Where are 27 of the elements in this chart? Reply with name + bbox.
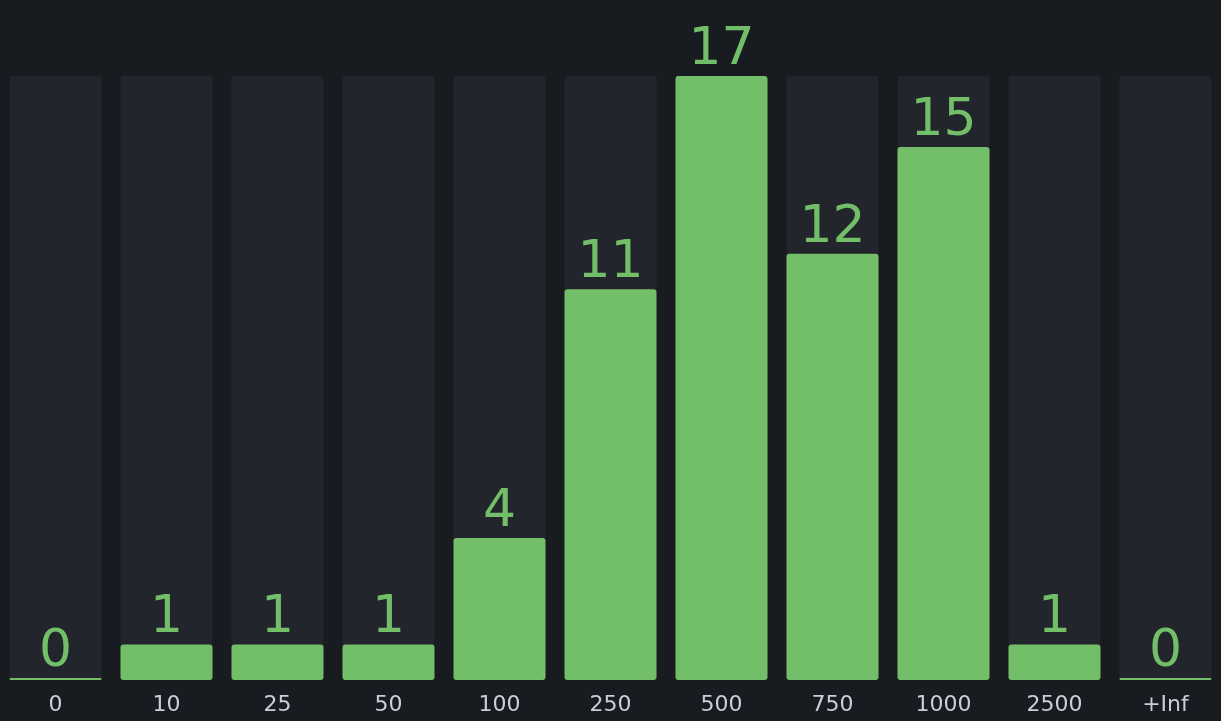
x-tick-label: 250 — [589, 690, 632, 716]
data-label: 0 — [38, 618, 73, 678]
x-tick-label: 500 — [700, 690, 743, 716]
data-label: 11 — [577, 229, 644, 290]
x-tick-label: +Inf — [1142, 690, 1191, 716]
bar — [1008, 644, 1101, 680]
x-tick-label: 25 — [263, 690, 292, 716]
bar — [231, 644, 324, 680]
data-label: 1 — [1037, 584, 1072, 645]
x-tick-label: 750 — [811, 690, 854, 716]
bar — [342, 644, 435, 680]
data-label: 15 — [910, 87, 977, 148]
data-label: 0 — [1148, 618, 1183, 678]
data-label: 1 — [371, 584, 406, 645]
x-tick-label: 10 — [152, 690, 181, 716]
x-tick-label: 100 — [478, 690, 521, 716]
x-tick-label: 1000 — [915, 690, 972, 716]
bar — [453, 537, 546, 680]
data-label: 12 — [799, 193, 866, 254]
x-tick-label: 50 — [374, 690, 403, 716]
data-label: 4 — [482, 477, 517, 538]
data-label: 1 — [149, 584, 184, 645]
data-label: 1 — [260, 584, 295, 645]
x-tick-label: 2500 — [1026, 690, 1083, 716]
x-tick-label: 0 — [48, 690, 63, 716]
bar — [120, 644, 213, 680]
data-label: 17 — [688, 16, 755, 76]
